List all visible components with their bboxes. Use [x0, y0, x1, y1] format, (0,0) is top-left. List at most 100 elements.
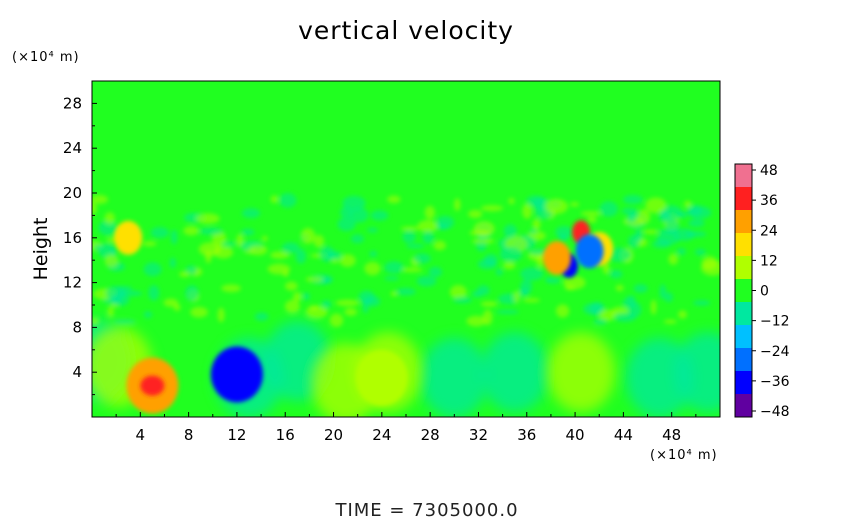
- y-tick-label: 16: [63, 229, 82, 247]
- y-axis-label: Height: [30, 218, 52, 281]
- x-tick-label: 40: [566, 426, 585, 444]
- turbulence-patch: [545, 277, 552, 283]
- turbulence-patch: [701, 256, 718, 271]
- turbulence-patch: [261, 235, 268, 242]
- colorbar-tick-label: 12: [760, 253, 778, 269]
- turbulence-patch: [452, 296, 473, 304]
- turbulence-patch: [104, 212, 115, 225]
- turbulence-patch: [676, 248, 687, 255]
- x-axis-ticks: 4 8 12 16 20 24 28 32 36 40 44 48: [115, 412, 697, 444]
- turbulence-patch: [241, 208, 261, 219]
- turbulence-patch: [308, 305, 320, 311]
- turbulence-patch: [400, 226, 420, 231]
- turbulence-patch: [179, 271, 191, 278]
- turbulence-patch: [621, 207, 638, 215]
- turbulence-patch: [453, 198, 461, 212]
- turbulence-patch: [92, 194, 109, 204]
- turbulence-patch: [195, 213, 220, 224]
- turbulence-patch: [424, 205, 435, 220]
- turbulence-patch: [692, 300, 711, 306]
- turbulence-patch: [544, 198, 568, 214]
- turbulence-patch: [684, 200, 692, 208]
- turbulence-patch: [400, 267, 423, 273]
- turbulence-patch: [513, 290, 521, 304]
- colorbar-tick-label: 36: [760, 193, 778, 209]
- background-lobe: [673, 332, 720, 413]
- turbulence-patch: [92, 201, 97, 215]
- turbulence-patch: [623, 194, 643, 205]
- turbulence-patch: [615, 284, 624, 292]
- x-tick-label: 12: [227, 426, 246, 444]
- y-tick-label: 24: [63, 139, 82, 157]
- turbulence-patch: [150, 227, 169, 239]
- turbulence-patch: [98, 220, 118, 236]
- background-lobe: [420, 337, 489, 417]
- turbulence-patch: [337, 217, 356, 232]
- turbulence-patch: [503, 224, 517, 238]
- turbulence-patch: [198, 242, 221, 257]
- turbulence-patch: [673, 228, 695, 241]
- turbulence-patch: [668, 253, 679, 265]
- turbulence-patch: [329, 313, 344, 328]
- turbulence-patch: [163, 298, 179, 307]
- turbulence-patch: [609, 269, 623, 279]
- turbulence-patch: [173, 303, 181, 312]
- turbulence-patch: [358, 290, 375, 304]
- turbulence-patch: [482, 309, 493, 326]
- velocity-feature: [575, 234, 604, 269]
- turbulence-patch: [190, 306, 208, 318]
- colorbar-tick-label: −36: [760, 374, 790, 390]
- turbulence-patch: [663, 319, 677, 324]
- turbulence-patch: [645, 197, 667, 214]
- x-tick-label: 44: [614, 426, 633, 444]
- turbulence-patch: [520, 267, 544, 281]
- turbulence-patch: [483, 253, 498, 266]
- turbulence-patch: [496, 309, 519, 314]
- x-tick-label: 32: [469, 426, 488, 444]
- turbulence-patch: [520, 279, 533, 294]
- turbulence-patch: [390, 291, 398, 297]
- turbulence-patch: [342, 195, 366, 211]
- turbulence-patch: [170, 229, 178, 245]
- turbulence-patch: [349, 207, 369, 223]
- turbulence-patch: [279, 193, 297, 208]
- turbulence-patch: [522, 203, 533, 219]
- turbulence-patch: [402, 230, 416, 244]
- x-tick-label: 16: [276, 426, 295, 444]
- turbulence-patch: [254, 312, 269, 321]
- turbulence-patch: [449, 285, 467, 300]
- y-axis-unit: (×10⁴ m): [12, 50, 80, 65]
- turbulence-patch: [270, 195, 279, 204]
- x-axis-unit: (×10⁴ m): [650, 448, 718, 463]
- turbulence-patch: [580, 211, 602, 217]
- turbulence-patch: [633, 284, 648, 293]
- turbulence-patch: [221, 284, 241, 293]
- turbulence-patch: [344, 308, 358, 316]
- turbulence-patch: [339, 254, 356, 267]
- turbulence-patch: [503, 261, 516, 270]
- turbulence-patch: [292, 291, 302, 302]
- turbulence-patch: [650, 299, 657, 315]
- turbulence-patch: [526, 195, 545, 207]
- turbulence-patch: [599, 309, 616, 322]
- turbulence-patch: [148, 285, 160, 301]
- turbulence-patch: [622, 298, 636, 309]
- colorbar: 48 36 24 12 0 −12 −24 −36 −48: [734, 163, 790, 420]
- turbulence-patch: [642, 229, 659, 235]
- turbulence-patch: [313, 234, 325, 248]
- velocity-feature: [355, 349, 408, 406]
- y-tick-label: 12: [63, 274, 82, 292]
- turbulence-patch: [295, 248, 306, 264]
- background-lobe: [547, 332, 616, 413]
- turbulence-patch: [185, 285, 199, 302]
- x-tick-label: 4: [136, 426, 146, 444]
- turbulence-patch: [417, 220, 439, 233]
- turbulence-patch: [143, 311, 153, 318]
- time-label: TIME = 7305000.0: [334, 500, 518, 519]
- turbulence-patch: [499, 246, 523, 262]
- colorbar-tick-label: 48: [760, 163, 778, 179]
- background-lobe: [480, 332, 549, 413]
- turbulence-patch: [652, 240, 671, 249]
- turbulence-patch: [362, 298, 369, 314]
